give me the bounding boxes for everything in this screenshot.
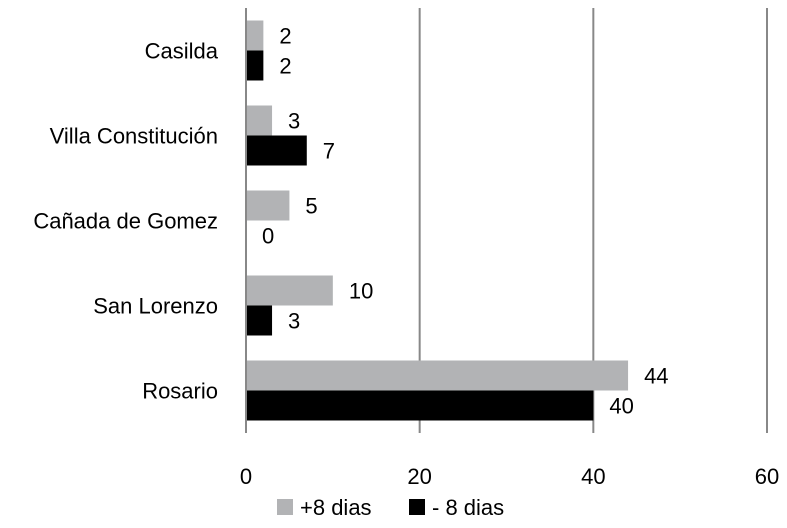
bar-series-0-0 bbox=[246, 20, 264, 51]
bar-series-1-3 bbox=[246, 305, 273, 336]
data-label-series-1-4: 40 bbox=[609, 394, 633, 419]
legend-label-1: - 8 dias bbox=[432, 495, 504, 520]
data-label-series-0-2: 5 bbox=[305, 194, 317, 219]
bar-series-0-2 bbox=[246, 190, 290, 221]
category-label: Villa Constitución bbox=[50, 124, 218, 149]
bar-series-1-0 bbox=[246, 50, 264, 81]
x-tick-label-20: 20 bbox=[407, 464, 431, 489]
data-label-series-1-2: 0 bbox=[262, 224, 274, 249]
x-tick-label-40: 40 bbox=[581, 464, 605, 489]
data-label-series-1-0: 2 bbox=[279, 54, 291, 79]
bars bbox=[246, 20, 629, 421]
legend-swatch-1 bbox=[409, 499, 425, 515]
legend: +8 dias - 8 dias bbox=[277, 495, 504, 520]
category-label: Casilda bbox=[145, 39, 219, 64]
bar-series-1-1 bbox=[246, 135, 307, 166]
bar-series-0-3 bbox=[246, 275, 333, 306]
data-label-series-1-3: 3 bbox=[288, 309, 300, 334]
data-label-series-0-3: 10 bbox=[349, 279, 373, 304]
category-label: San Lorenzo bbox=[93, 294, 218, 319]
data-label-series-1-1: 7 bbox=[323, 139, 335, 164]
bar-series-1-4 bbox=[246, 390, 594, 421]
data-label-series-0-1: 3 bbox=[288, 109, 300, 134]
data-label-series-0-0: 2 bbox=[279, 24, 291, 49]
data-label-series-0-4: 44 bbox=[644, 364, 668, 389]
legend-swatch-0 bbox=[277, 499, 293, 515]
bar-series-0-4 bbox=[246, 360, 629, 391]
legend-label-0: +8 dias bbox=[300, 495, 372, 520]
bar-series-0-1 bbox=[246, 105, 273, 136]
category-label: Cañada de Gomez bbox=[33, 209, 218, 234]
category-label: Rosario bbox=[142, 379, 218, 404]
x-tick-label-0: 0 bbox=[240, 464, 252, 489]
x-tick-label-60: 60 bbox=[755, 464, 779, 489]
